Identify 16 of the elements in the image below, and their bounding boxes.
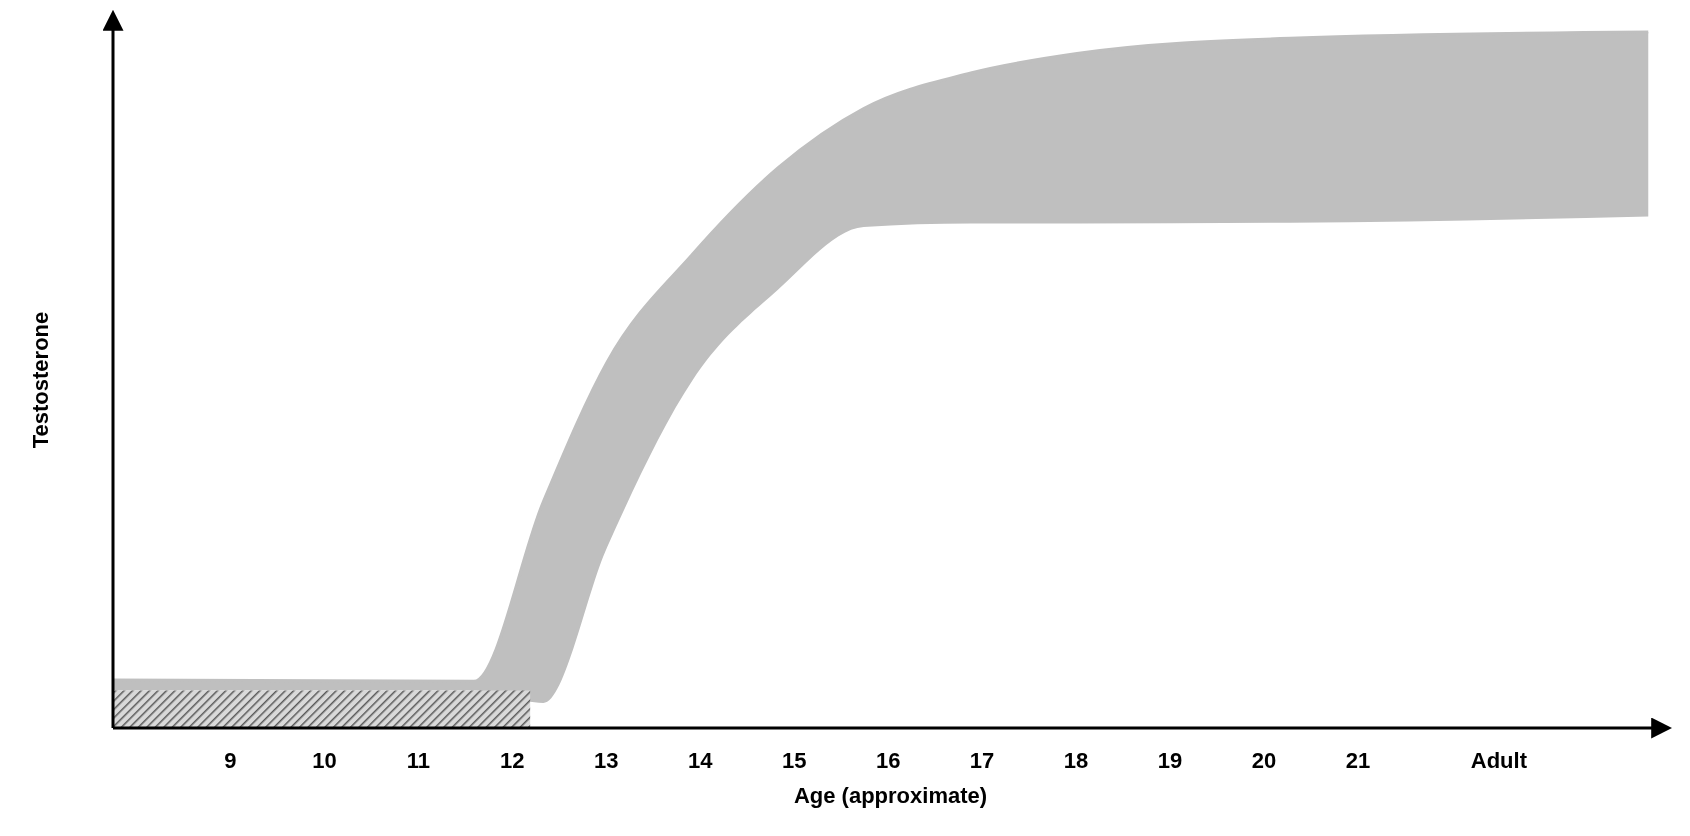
x-tick-label: 11: [406, 748, 430, 773]
x-tick-label: Adult: [1470, 748, 1528, 773]
x-tick-label: 21: [1345, 748, 1371, 773]
x-tick-label: 10: [312, 748, 337, 773]
x-tick-label: 12: [500, 748, 525, 773]
y-axis-title: Testosterone: [28, 311, 53, 449]
x-tick-label: 15: [781, 748, 807, 773]
x-tick-label: 14: [687, 748, 714, 773]
x-tick-label: 19: [1157, 748, 1183, 773]
x-tick-label: 13: [594, 748, 619, 773]
x-tick-label: 18: [1063, 748, 1089, 773]
x-tick-label: 17: [969, 748, 995, 773]
x-axis-title: Age (approximate): [793, 783, 988, 808]
x-tick-label: 20: [1251, 748, 1277, 773]
x-tick-label: 9: [224, 748, 237, 773]
x-tick-label: 16: [875, 748, 901, 773]
